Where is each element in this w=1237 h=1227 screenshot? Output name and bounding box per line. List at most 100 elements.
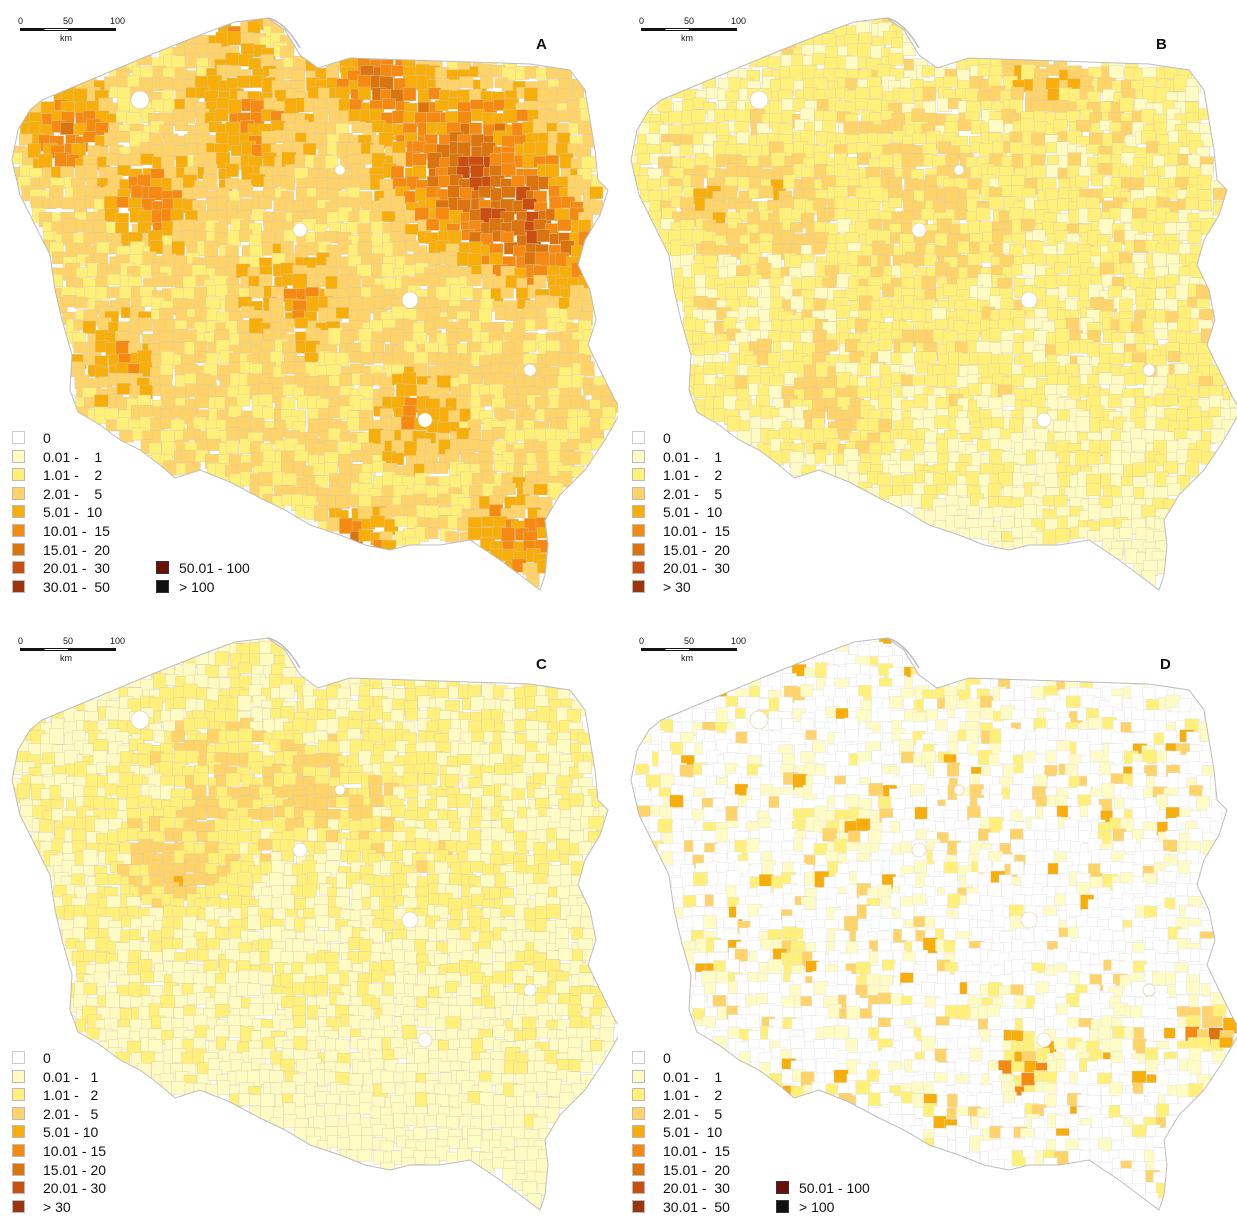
municipality-cell — [870, 87, 883, 99]
municipality-cell — [1076, 120, 1090, 132]
municipality-cell — [534, 484, 548, 495]
municipality-cell — [403, 372, 416, 385]
municipality-cell — [1099, 219, 1113, 235]
municipality-cell — [680, 198, 693, 209]
municipality-cell — [1088, 505, 1102, 520]
municipality-cell — [746, 318, 760, 331]
municipality-cell — [83, 321, 96, 334]
municipality-cell — [336, 87, 350, 99]
municipality-cell — [1199, 109, 1213, 120]
municipality-cell — [239, 817, 252, 830]
municipality-cell — [503, 109, 517, 123]
municipality-cell — [62, 233, 75, 244]
municipality-cell — [327, 364, 341, 376]
municipality-cell — [281, 46, 294, 58]
municipality-cell — [1168, 351, 1181, 362]
municipality-cell — [727, 416, 741, 431]
municipality-cell — [925, 431, 938, 443]
municipality-cell — [537, 706, 551, 722]
municipality-cell — [482, 517, 495, 527]
legend-label: > 30 — [663, 579, 691, 595]
municipality-cell — [336, 797, 350, 808]
municipality-cell — [193, 417, 206, 429]
municipality-cell — [271, 287, 284, 298]
municipality-cell — [1109, 394, 1123, 407]
legend-label: > 100 — [179, 579, 214, 595]
municipality-cell — [988, 484, 1001, 497]
legend-swatch — [156, 580, 169, 593]
municipality-cell — [771, 152, 785, 167]
municipality-cell — [283, 473, 297, 485]
municipality-cell — [117, 383, 131, 394]
municipality-cell — [50, 274, 63, 287]
municipality-cell — [116, 197, 129, 208]
municipality-cell — [259, 197, 272, 209]
municipality-cell — [989, 120, 1004, 133]
municipality-cell — [251, 762, 264, 774]
municipality-cell — [922, 66, 935, 77]
municipality-cell — [1119, 319, 1133, 332]
municipality-cell — [406, 537, 420, 549]
municipality-cell — [207, 428, 221, 439]
municipality-cell — [228, 753, 241, 765]
municipality-cell — [458, 807, 471, 818]
municipality-cell — [226, 164, 239, 177]
municipality-cell — [578, 220, 591, 232]
municipality-cell — [348, 773, 362, 784]
municipality-cell — [262, 462, 275, 473]
municipality-cell — [901, 353, 915, 366]
municipality-cell — [769, 386, 783, 398]
municipality-cell — [525, 496, 538, 510]
municipality-cell — [738, 177, 751, 190]
municipality-cell — [580, 453, 593, 465]
municipality-cell — [226, 440, 239, 454]
municipality-cell — [186, 462, 201, 477]
municipality-cell — [1013, 318, 1026, 330]
legend-label: 15.01 - 20 — [663, 542, 730, 558]
municipality-cell — [195, 718, 208, 729]
municipality-cell — [1133, 463, 1146, 477]
municipality-cell — [172, 241, 185, 255]
municipality-cell — [921, 209, 935, 220]
municipality-cell — [556, 828, 570, 839]
scale-bar: 0 50 100 km — [18, 16, 138, 48]
municipality-cell — [911, 169, 924, 180]
municipality-cell — [578, 761, 592, 773]
municipality-cell — [347, 417, 360, 431]
municipality-cell — [382, 540, 396, 554]
municipality-cell — [360, 154, 373, 165]
city-area — [683, 394, 695, 406]
municipality-cell — [481, 796, 495, 808]
municipality-cell — [328, 428, 341, 442]
municipality-cell — [977, 208, 990, 221]
legend-label: 0.01 - 1 — [43, 449, 102, 465]
legend-label: 2.01 - 5 — [663, 486, 722, 502]
city-area — [524, 364, 536, 376]
municipality-cell — [438, 422, 451, 433]
municipality-cell — [153, 674, 167, 689]
city-area — [335, 165, 345, 175]
municipality-cell — [957, 69, 970, 81]
municipality-cell — [768, 353, 781, 368]
municipality-cell — [1068, 285, 1081, 297]
municipality-cell — [877, 473, 891, 486]
scale-tick-100: 100 — [731, 16, 746, 26]
municipality-cell — [536, 142, 550, 156]
municipality-cell — [74, 342, 87, 353]
municipality-cell — [1188, 231, 1201, 244]
scale-tick-0: 0 — [18, 16, 23, 26]
municipality-cell — [1100, 526, 1114, 540]
legend-swatch — [156, 561, 169, 574]
municipality-cell — [913, 133, 926, 144]
municipality-cell — [403, 772, 417, 785]
municipality-cell — [1033, 230, 1046, 241]
municipality-cell — [358, 507, 372, 519]
municipality-cell — [969, 527, 982, 538]
municipality-cell — [95, 395, 109, 408]
municipality-cell — [435, 100, 448, 111]
municipality-cell — [281, 242, 294, 255]
municipality-cell — [238, 796, 252, 809]
city-area — [750, 91, 768, 109]
